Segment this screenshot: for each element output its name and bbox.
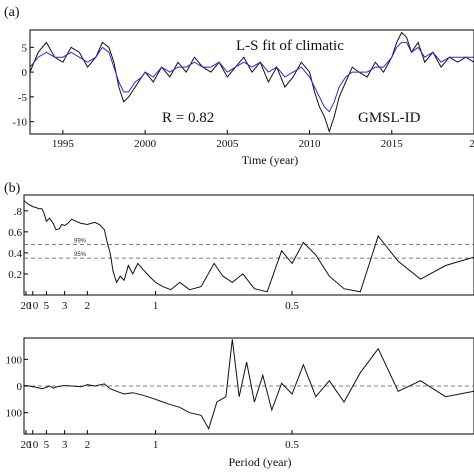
x-tick-label: 2 [469, 138, 474, 150]
y-tick-label: 0 [22, 67, 28, 79]
y-tick-label: 0 [17, 381, 23, 393]
x-tick-label: 1 [153, 439, 159, 451]
x-tick-label: 2010 [299, 138, 322, 150]
panel-a-xlabel: Time (year) [242, 153, 299, 167]
y-tick-label: 0.6 [8, 227, 22, 239]
x-tick-label: 2 [85, 439, 91, 451]
x-tick-label: 10 [27, 300, 39, 312]
x-tick-label: 5 [44, 439, 50, 451]
legend-text-blue: L-S fit of climatic [236, 38, 344, 54]
x-tick-label: 10 [27, 439, 39, 451]
y-tick-label: 100 [6, 408, 23, 420]
phase-line [23, 339, 474, 430]
panel-c-plot: 2010 5 3 2 1 0.5 100 0 100 [6, 337, 474, 451]
y-tick-label: .8 [14, 206, 23, 218]
x-tick-label: 20 [20, 300, 32, 312]
y-tick-label: 0.2 [8, 269, 22, 281]
x-tick-label: 2000 [134, 138, 157, 150]
x-tick-label: 1 [153, 300, 159, 312]
y-tick-label: -5 [18, 92, 28, 104]
x-tick-label: 2 [85, 300, 91, 312]
x-tick-label: 2005 [216, 138, 239, 150]
panel-a-plot: 1995 2000 2005 2010 2015 2 5 0 -5 -10 L-S fit of … [12, 29, 474, 150]
x-tick-label: 5 [44, 300, 50, 312]
panel-b-plot: 99% 95% 2010 5 3 2 1 0.5 .8 0.6 0.4 0.2 [8, 194, 474, 312]
x-tick-label: 3 [62, 300, 68, 312]
x-tick-label: 0.5 [285, 300, 299, 312]
x-tick-label: 1995 [52, 138, 75, 150]
y-tick-label: 0.4 [8, 248, 22, 260]
x-tick-label: 2015 [381, 138, 404, 150]
x-tick-label: 0.5 [285, 439, 299, 451]
r-value-label: R = 0.82 [162, 110, 214, 126]
panel-c-xlabel: Period (year) [229, 455, 292, 469]
gmsl-id-label: GMSL-ID [358, 110, 421, 126]
y-tick-label: -10 [12, 117, 27, 129]
y-tick-label: 5 [22, 42, 28, 54]
coherence-line [23, 199, 474, 293]
series-line-2 [29, 41, 474, 113]
x-tick-label: 3 [62, 439, 68, 451]
x-tick-label: 20 [20, 439, 32, 451]
significance-label: 99% [74, 238, 87, 244]
y-tick-label: 100 [6, 354, 23, 366]
significance-label: 95% [74, 252, 87, 258]
panel-b-label: (b) [4, 181, 21, 196]
panel-b-frame [23, 194, 474, 296]
panel-a-frame [29, 29, 474, 135]
panel-a-label: (a) [4, 5, 20, 20]
